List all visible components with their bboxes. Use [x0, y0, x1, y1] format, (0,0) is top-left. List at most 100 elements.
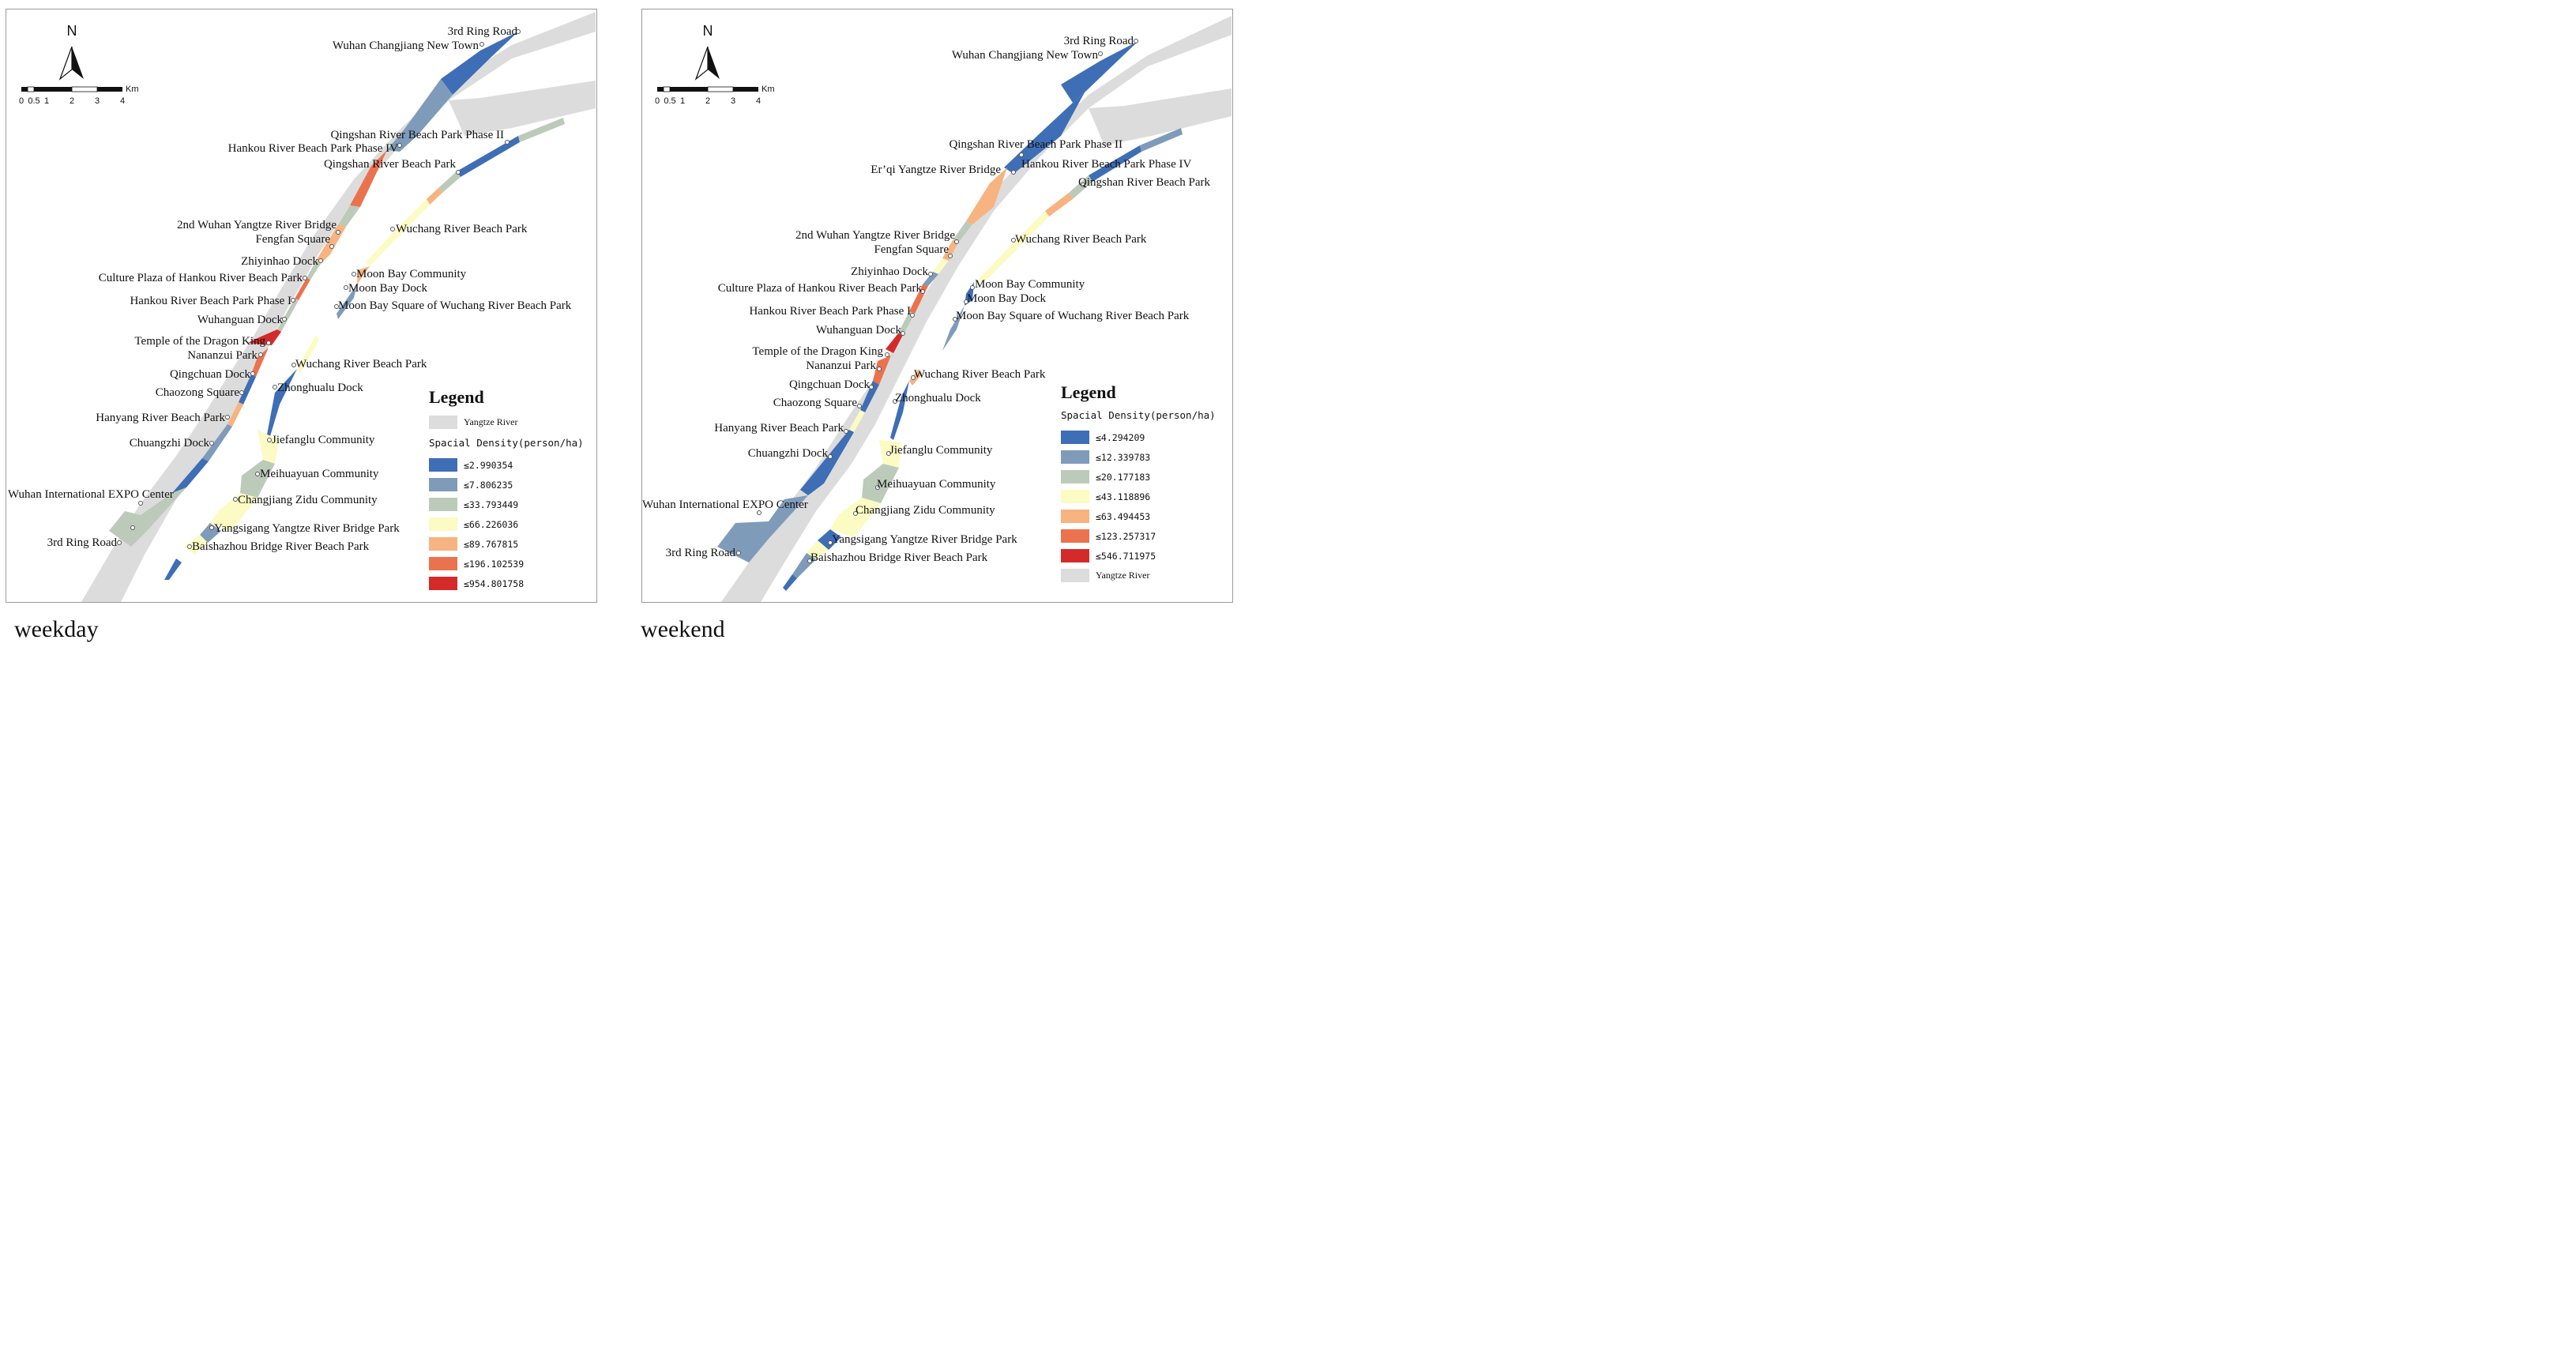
place-label: Qingshan River Beach Park Phase II	[949, 138, 1123, 151]
segment-left	[338, 205, 360, 227]
segment-right	[830, 498, 881, 537]
scale-tick: 4	[120, 96, 125, 106]
legend-heading: Spacial Density(person/ha)	[429, 437, 584, 449]
segment-left	[277, 299, 299, 332]
legend-swatch	[1061, 529, 1089, 543]
legend-class: ≤4.294209	[1061, 427, 1230, 447]
place-label: Wuchang River Beach Park	[1015, 233, 1147, 246]
place-label: 3rd Ring Road	[448, 25, 518, 38]
legend-river: Yangtze River	[429, 412, 595, 432]
legend-class-label: ≤954.801758	[464, 577, 525, 589]
segment-left	[800, 430, 854, 495]
legend-swatch	[429, 577, 457, 590]
north-arrow-icon: N	[694, 23, 720, 81]
segment-right	[783, 574, 797, 591]
place-markers	[736, 39, 1138, 563]
legend-class-label: ≤12.339783	[1096, 451, 1151, 463]
legend-class: ≤546.711975	[1061, 546, 1230, 566]
segment-right	[890, 381, 909, 440]
segment-right	[366, 232, 398, 266]
place-label: Baishazhou Bridge River Beach Park	[192, 540, 370, 553]
legend-class-label: ≤123.257317	[1096, 530, 1156, 542]
place-label: Moon Bay Community	[356, 268, 467, 280]
place-label: 2nd Wuhan Yangtze River Bridge	[795, 229, 955, 242]
place-label: Jiefanglu Community	[889, 444, 993, 457]
north-label: N	[703, 23, 713, 39]
place-label: 3rd Ring Road	[47, 536, 118, 549]
legend-swatch	[1061, 510, 1089, 523]
segment-right	[164, 559, 182, 580]
segment-right	[427, 187, 442, 205]
legend-river-label: Yangtze River	[1096, 570, 1150, 581]
weekday-map-panel: N 0 0.5 1 2 3 4 Km	[6, 9, 597, 603]
place-label: Wuhanguan Dock	[197, 314, 284, 326]
weekend-map-panel: N 0 0.5 1 2 3 4 Km 3rd Ring Roa	[641, 9, 1233, 603]
segment-left	[898, 311, 915, 335]
scale-bar: 0 0.5 1 2 3 4 Km	[655, 85, 775, 106]
place-label: Wuchang River Beach Park	[396, 223, 528, 235]
weekend-legend: Legend Spacial Density(person/ha) ≤4.294…	[1061, 382, 1230, 585]
north-label: N	[67, 23, 77, 39]
scale-tick: 2	[705, 96, 710, 106]
segment-right	[818, 529, 841, 550]
segment-left	[109, 487, 186, 547]
segment-right	[200, 523, 221, 543]
legend-swatch	[429, 416, 457, 429]
place-label: Baishazhou Bridge River Beach Park	[810, 551, 988, 564]
scale-tick: 0	[655, 96, 660, 106]
legend-swatch	[1061, 431, 1089, 444]
place-label: Changjiang Zidu Community	[238, 494, 378, 506]
legend-swatch	[1061, 450, 1089, 464]
north-arrow-icon: N	[58, 23, 84, 81]
place-label: Meihuayuan Community	[260, 468, 379, 480]
legend-river-label: Yangtze River	[464, 416, 518, 427]
place-label: Hanyang River Beach Park	[96, 412, 225, 424]
place-label: 2nd Wuhan Yangtze River Bridge	[177, 219, 337, 231]
legend-class-label: ≤43.118896	[1096, 491, 1151, 502]
segment-left	[228, 402, 243, 427]
yangtze-river	[721, 16, 1232, 602]
place-label: Nananzui Park	[806, 359, 876, 372]
scale-tick: 0.5	[28, 96, 39, 106]
segment-left	[717, 495, 808, 562]
place-label: Moon Bay Community	[975, 278, 1085, 291]
legend-swatch	[429, 557, 457, 570]
segment-right	[210, 493, 258, 531]
place-label: Fengfan Square	[255, 233, 330, 246]
place-label: Wuhan Changjiang New Town	[952, 49, 1099, 62]
segment-left	[441, 32, 518, 95]
scale-tick: 0.5	[664, 96, 675, 106]
scale-unit: Km	[762, 85, 775, 94]
place-label: 3rd Ring Road	[666, 547, 736, 559]
segment-right	[518, 118, 565, 142]
legend-swatch	[429, 517, 457, 531]
scale-tick: 4	[756, 96, 761, 106]
river-branch	[1089, 88, 1232, 145]
segment-right	[357, 266, 370, 284]
segment-right	[1069, 175, 1092, 199]
place-label: Er’qi Yangtze River Bridge	[871, 164, 1001, 176]
segment-right	[337, 284, 357, 319]
place-label: Chuangzhi Dock	[748, 447, 829, 460]
segment-left	[251, 348, 269, 377]
place-label: Zhonghualu Dock	[277, 382, 363, 394]
place-label: Yangsigang Yangtze River Bridge Park	[832, 533, 1017, 546]
place-label: Qingshan River Beach Park Phase II	[330, 129, 504, 141]
legend-swatch	[1061, 490, 1089, 503]
scale-tick: 1	[680, 96, 685, 106]
place-label: Qingchuan Dock	[170, 368, 251, 381]
legend-class: ≤63.494453	[1061, 506, 1230, 526]
segment-left	[387, 79, 453, 152]
legend-swatch	[1061, 470, 1089, 483]
segment-left	[172, 458, 209, 493]
legend-swatch	[429, 537, 457, 551]
segment-left	[860, 381, 879, 412]
legend-class: ≤20.177183	[1061, 467, 1230, 487]
segment-right	[1089, 145, 1141, 182]
place-label: Zhiyinhao Dock	[851, 265, 928, 278]
legend-title: Legend	[1061, 382, 1116, 402]
legend-class: ≤66.226036	[429, 514, 595, 534]
segment-left	[966, 167, 1007, 224]
segment-left	[202, 424, 232, 461]
legend-swatch	[429, 498, 457, 511]
